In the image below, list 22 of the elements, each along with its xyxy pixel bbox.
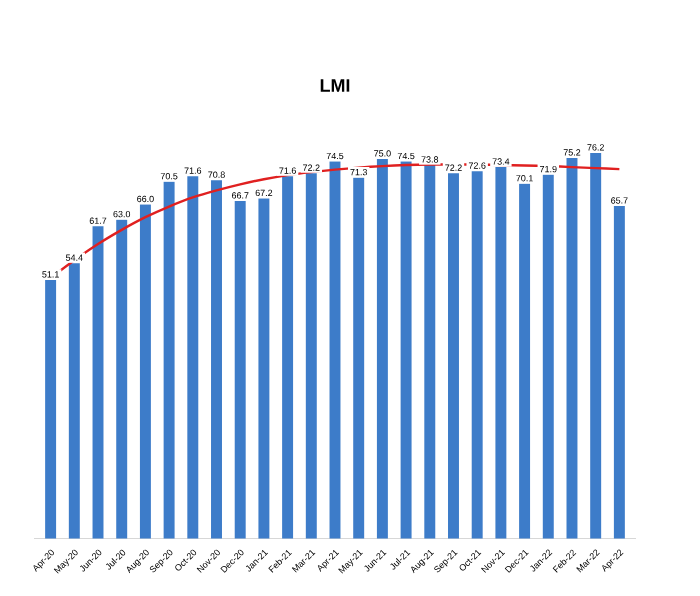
bar xyxy=(519,184,531,539)
bar xyxy=(613,206,625,539)
bar xyxy=(471,171,483,539)
bar xyxy=(92,226,104,539)
bar xyxy=(353,178,365,539)
bar xyxy=(68,263,80,539)
bar xyxy=(376,159,388,539)
bar xyxy=(116,220,128,539)
chart-title: LMI xyxy=(320,79,350,93)
bar xyxy=(258,198,270,539)
bar xyxy=(400,161,412,539)
bar xyxy=(187,176,199,539)
bar xyxy=(139,204,151,539)
bar xyxy=(542,175,554,539)
bar xyxy=(163,182,175,539)
bar xyxy=(590,153,602,539)
bar xyxy=(424,165,436,539)
bar xyxy=(566,158,578,539)
bar xyxy=(329,161,341,539)
bar xyxy=(211,180,222,539)
bar xyxy=(234,201,246,539)
bar xyxy=(448,173,459,539)
